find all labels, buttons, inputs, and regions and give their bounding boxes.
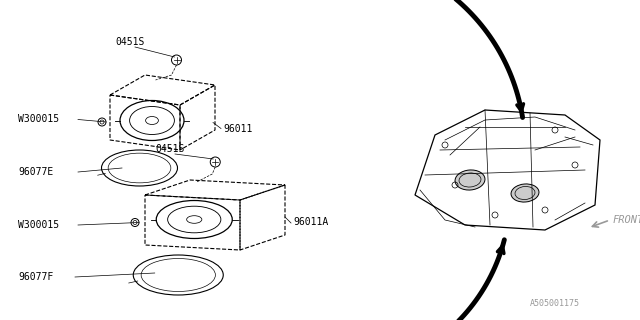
Text: 96011A: 96011A — [293, 217, 328, 227]
Text: 96011: 96011 — [223, 124, 252, 133]
Text: FRONT: FRONT — [613, 215, 640, 225]
Ellipse shape — [455, 170, 485, 190]
Text: W300015: W300015 — [18, 220, 59, 230]
Ellipse shape — [511, 184, 539, 202]
Text: 96077F: 96077F — [18, 272, 53, 282]
Text: A505001175: A505001175 — [530, 299, 580, 308]
Text: 0451S: 0451S — [155, 144, 184, 154]
Text: 96077E: 96077E — [18, 167, 53, 177]
Text: W300015: W300015 — [18, 115, 59, 124]
Text: 0451S: 0451S — [115, 37, 145, 47]
